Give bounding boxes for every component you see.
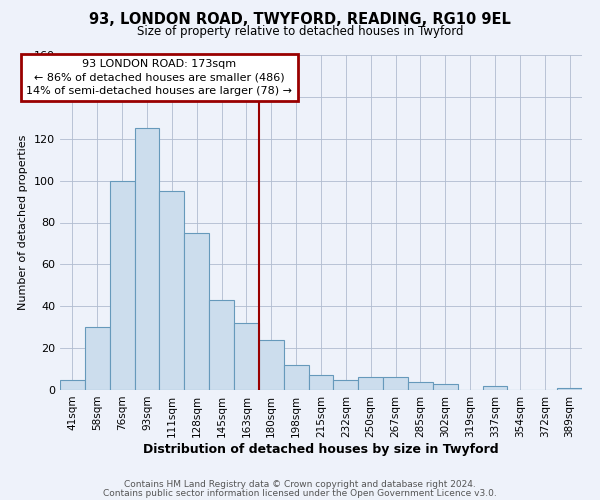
Bar	[334, 380, 358, 390]
Bar	[259, 340, 284, 390]
Bar	[184, 233, 209, 390]
Text: 93 LONDON ROAD: 173sqm
← 86% of detached houses are smaller (486)
14% of semi-de: 93 LONDON ROAD: 173sqm ← 86% of detached…	[26, 59, 292, 96]
Bar	[308, 376, 334, 390]
Text: Contains HM Land Registry data © Crown copyright and database right 2024.: Contains HM Land Registry data © Crown c…	[124, 480, 476, 489]
Bar	[60, 380, 85, 390]
Bar	[408, 382, 433, 390]
Bar	[209, 300, 234, 390]
Text: Size of property relative to detached houses in Twyford: Size of property relative to detached ho…	[137, 25, 463, 38]
Bar	[234, 323, 259, 390]
Bar	[482, 386, 508, 390]
Bar	[284, 365, 308, 390]
X-axis label: Distribution of detached houses by size in Twyford: Distribution of detached houses by size …	[143, 442, 499, 456]
Bar	[557, 388, 582, 390]
Bar	[134, 128, 160, 390]
Text: 93, LONDON ROAD, TWYFORD, READING, RG10 9EL: 93, LONDON ROAD, TWYFORD, READING, RG10 …	[89, 12, 511, 28]
Bar	[433, 384, 458, 390]
Bar	[85, 327, 110, 390]
Bar	[160, 191, 184, 390]
Bar	[358, 378, 383, 390]
Y-axis label: Number of detached properties: Number of detached properties	[19, 135, 28, 310]
Text: Contains public sector information licensed under the Open Government Licence v3: Contains public sector information licen…	[103, 488, 497, 498]
Bar	[110, 180, 134, 390]
Bar	[383, 378, 408, 390]
